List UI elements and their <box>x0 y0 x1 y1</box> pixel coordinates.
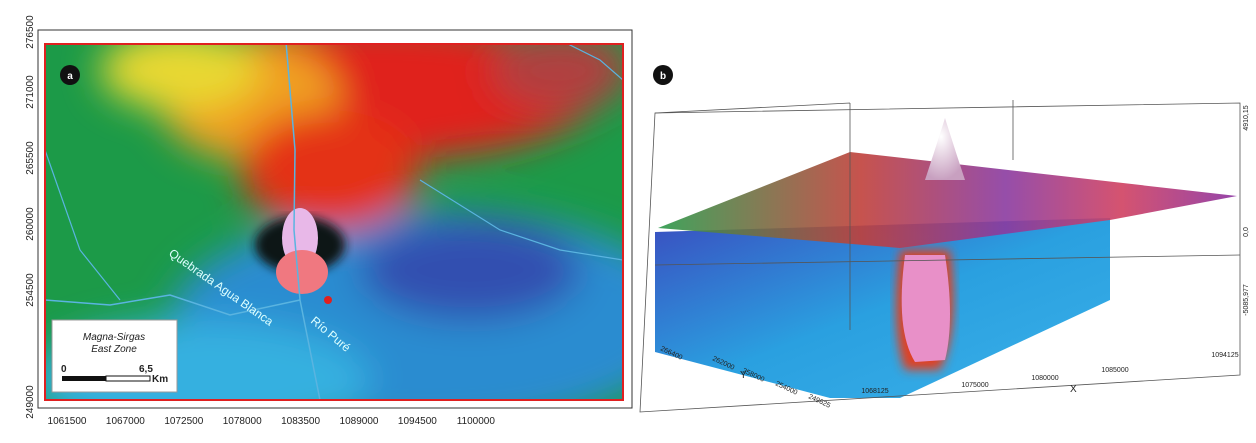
scale-bar <box>62 376 106 381</box>
panel-label: b <box>660 71 666 82</box>
z-tick-label: -5085,977 <box>1243 284 1250 316</box>
surface <box>658 152 1237 248</box>
x-axis-label: X <box>1070 384 1077 395</box>
x-tick-label: 1068125 <box>861 388 888 395</box>
y-tick-label: 271000 <box>25 75 36 109</box>
scale-unit: Km <box>152 374 168 385</box>
x-tick-label: 1089000 <box>340 416 379 427</box>
zone: East Zone <box>91 344 137 355</box>
z-tick-label: 0,0 <box>1243 227 1250 237</box>
x-tick-label: 1100000 <box>457 416 496 427</box>
y-tick-label: 249000 <box>25 385 36 419</box>
x-tick-label: 1094500 <box>398 416 437 427</box>
panel-label: a <box>67 71 73 82</box>
panel-badge <box>653 65 673 85</box>
x-tick-label: 1085000 <box>1101 367 1128 374</box>
panel-b: b X Y 4910,15 0,0 -5085,977 1068125 1075000 1… <box>639 65 1250 413</box>
panel-a: a Quebrada Agua Blanca Río Puré Magna-Si… <box>25 15 633 427</box>
frame <box>37 29 633 409</box>
x-tick-label: 1080000 <box>1031 375 1058 382</box>
x-tick-label: 1083500 <box>281 416 320 427</box>
x-tick-label: 1072500 <box>164 416 203 427</box>
map-border <box>44 43 624 401</box>
y-tick-label: 265500 <box>25 141 36 175</box>
x-tick-label: 1094125 <box>1211 352 1238 359</box>
anomaly <box>901 255 950 362</box>
x-tick-label: 1061500 <box>48 416 87 427</box>
y-tick-label: 260000 <box>25 207 36 241</box>
scale-start: 0 <box>61 364 67 375</box>
y-tick-label: 254500 <box>25 273 36 307</box>
x-tick-label: 1067000 <box>106 416 145 427</box>
scale-box: Magna-Sirgas East Zone 0 6,5 Km <box>51 319 178 393</box>
x-tick-label: 1078000 <box>223 416 262 427</box>
peak <box>925 118 965 180</box>
scale-end: 6,5 <box>139 364 153 375</box>
panel-badge <box>60 65 80 85</box>
datum: Magna-Sirgas <box>83 332 145 343</box>
y-axis-label: Y <box>740 370 747 381</box>
z-tick-label: 4910,15 <box>1243 105 1250 130</box>
x-tick-label: 1075000 <box>961 382 988 389</box>
y-tick-label: 276500 <box>25 15 36 49</box>
scale-bar <box>105 375 151 382</box>
